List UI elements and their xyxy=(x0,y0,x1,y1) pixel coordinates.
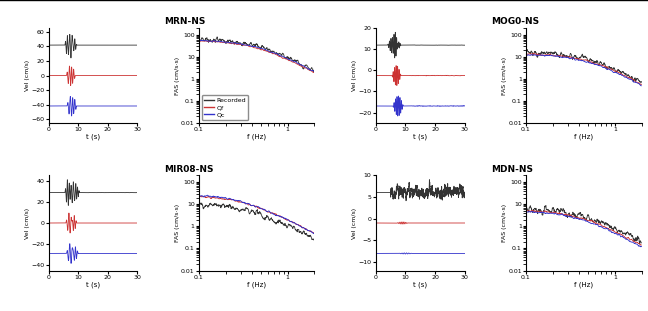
Y-axis label: FAS (cm/s·s): FAS (cm/s·s) xyxy=(502,57,507,95)
Y-axis label: FAS (cm/s·s): FAS (cm/s·s) xyxy=(175,204,179,242)
X-axis label: f (Hz): f (Hz) xyxy=(247,134,266,140)
X-axis label: t (s): t (s) xyxy=(413,281,427,288)
Y-axis label: Vel (cm/s): Vel (cm/s) xyxy=(352,60,357,91)
X-axis label: t (s): t (s) xyxy=(413,134,427,140)
Legend: Recorded, Qf, Qc: Recorded, Qf, Qc xyxy=(202,95,248,120)
X-axis label: f (Hz): f (Hz) xyxy=(574,134,594,140)
Text: MDN-NS: MDN-NS xyxy=(491,165,533,174)
Y-axis label: FAS (cm/s·s): FAS (cm/s·s) xyxy=(175,57,179,95)
Text: MRN-NS: MRN-NS xyxy=(164,17,205,26)
Y-axis label: Vel (cm/s): Vel (cm/s) xyxy=(25,60,30,91)
X-axis label: t (s): t (s) xyxy=(86,281,100,288)
X-axis label: f (Hz): f (Hz) xyxy=(574,281,594,288)
Text: MOG0-NS: MOG0-NS xyxy=(491,17,539,26)
Y-axis label: FAS (cm/s·s): FAS (cm/s·s) xyxy=(502,204,507,242)
Y-axis label: Vel (cm/s): Vel (cm/s) xyxy=(352,207,357,239)
Y-axis label: Vel (cm/s): Vel (cm/s) xyxy=(25,207,30,239)
X-axis label: t (s): t (s) xyxy=(86,134,100,140)
X-axis label: f (Hz): f (Hz) xyxy=(247,281,266,288)
Text: MIR08-NS: MIR08-NS xyxy=(164,165,214,174)
